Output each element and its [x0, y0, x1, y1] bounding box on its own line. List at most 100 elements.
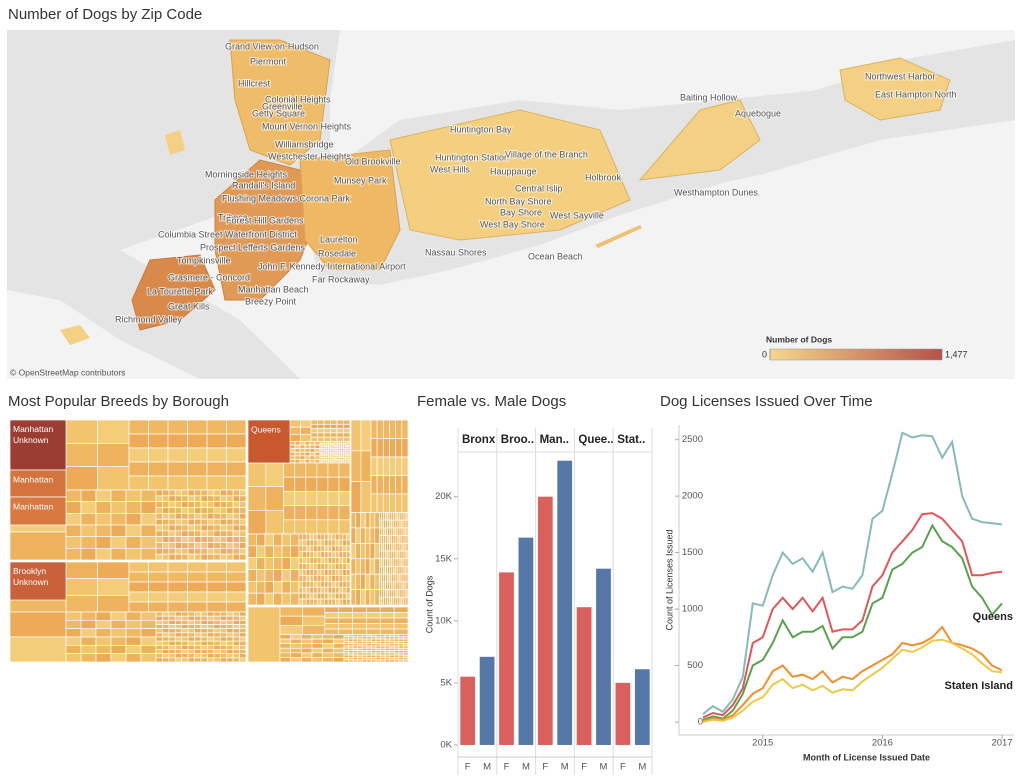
treemap-cell — [305, 563, 311, 570]
treemap-cell — [327, 551, 333, 559]
treemap-cell — [125, 512, 142, 526]
treemap-cell — [393, 617, 409, 624]
treemap-cell — [200, 649, 208, 655]
treemap-cell — [219, 489, 228, 497]
treemap-cell — [181, 624, 189, 630]
place-label: Holbrook — [585, 172, 622, 182]
treemap-cell — [327, 505, 340, 521]
treemap-cell — [309, 448, 316, 453]
treemap-cell — [401, 438, 409, 458]
treemap-cell — [364, 573, 371, 590]
treemap-cell — [395, 475, 403, 495]
treemap-cell — [336, 436, 344, 442]
region — [638, 99, 761, 181]
treemap-cell — [281, 592, 291, 606]
treemap-cell — [256, 592, 266, 606]
treemap-cell — [239, 547, 247, 555]
treemap-cell — [232, 536, 240, 543]
treemap-cell — [304, 455, 311, 460]
place-label: Prospect Lefferts Gardens — [200, 242, 305, 252]
treemap-cell — [309, 580, 314, 588]
treemap-cell — [194, 657, 202, 663]
treemap-cell — [80, 628, 97, 638]
treemap-cell — [110, 489, 127, 503]
treemap-cell — [194, 624, 202, 630]
treemap-cell — [128, 447, 149, 463]
treemap-cell — [342, 545, 347, 553]
treemap-cell — [314, 459, 321, 464]
treemap-cell — [327, 592, 333, 600]
treemap-cell — [148, 447, 169, 463]
treemap-cell — [313, 539, 318, 547]
treemap-cell — [283, 476, 296, 492]
treemap-cell — [168, 489, 176, 497]
treemap-cell — [239, 611, 247, 617]
treemap-cell — [320, 598, 325, 606]
treemap-cell — [320, 551, 325, 559]
place-label: Bay Shore — [500, 207, 542, 217]
treemap-cell — [324, 563, 329, 570]
treemap-cell — [206, 461, 227, 477]
treemap-cell — [290, 634, 302, 640]
treemap-cell — [395, 419, 403, 439]
treemap-cell — [324, 545, 329, 553]
treemap-cell — [256, 569, 266, 582]
treemap-cell — [320, 592, 325, 600]
treemap-cell — [338, 598, 344, 606]
place-label: Central Islip — [515, 183, 563, 193]
treemap-cell — [355, 527, 361, 544]
treemap-cell — [207, 553, 215, 561]
treemap-cell — [226, 433, 247, 449]
treemap-cell — [305, 491, 318, 506]
treemap-cell — [309, 557, 314, 564]
treemap-cell — [9, 531, 67, 561]
treemap-cell — [187, 518, 195, 526]
treemap-cell — [207, 628, 215, 634]
treemap-cell — [316, 539, 322, 547]
treemap-cell — [207, 632, 215, 638]
treemap-cell — [219, 512, 228, 520]
treemap-cell — [97, 578, 130, 596]
treemap-cell — [313, 563, 318, 570]
treemap-cell — [309, 441, 316, 446]
treemap-cell — [289, 444, 296, 450]
treemap-cell — [207, 624, 215, 630]
treemap-cell — [327, 545, 333, 553]
treemap-cell — [162, 507, 170, 514]
treemap-cell — [174, 553, 183, 561]
treemap-cell — [219, 507, 228, 514]
treemap-cell — [352, 612, 367, 619]
treemap-cell — [405, 589, 409, 598]
treemap-cell — [174, 489, 183, 497]
treemap-cell — [219, 653, 228, 659]
panel-header: Quee.. — [578, 434, 613, 446]
treemap-cell — [239, 507, 247, 514]
treemap-cell — [155, 501, 163, 508]
treemap-cell — [213, 632, 221, 638]
treemap-cell — [364, 542, 371, 560]
treemap-cell — [311, 638, 324, 645]
treemap-cell — [369, 558, 376, 575]
treemap-cell — [9, 611, 67, 638]
treemap-cell — [279, 638, 292, 645]
line — [702, 431, 1003, 715]
treemap-cell — [140, 619, 157, 630]
treemap-cell — [305, 569, 311, 576]
treemap-cell — [213, 530, 221, 538]
treemap-cell — [342, 539, 347, 547]
treemap-cell — [290, 533, 300, 547]
treemap-cell — [294, 505, 307, 521]
treemap-cell — [110, 512, 127, 526]
legend-label: 0 — [762, 349, 767, 359]
treemap-cell — [324, 569, 329, 576]
treemap-cell — [320, 545, 325, 553]
treemap-cell — [226, 447, 247, 463]
treemap-cell — [162, 624, 170, 630]
region — [131, 254, 216, 331]
treemap-cell — [207, 495, 215, 503]
y-tick-label: 1500 — [682, 547, 703, 558]
treemap-cell — [294, 476, 307, 492]
treemap-cell — [219, 640, 228, 646]
treemap-cell — [332, 643, 345, 649]
treemap-cell — [305, 586, 311, 594]
